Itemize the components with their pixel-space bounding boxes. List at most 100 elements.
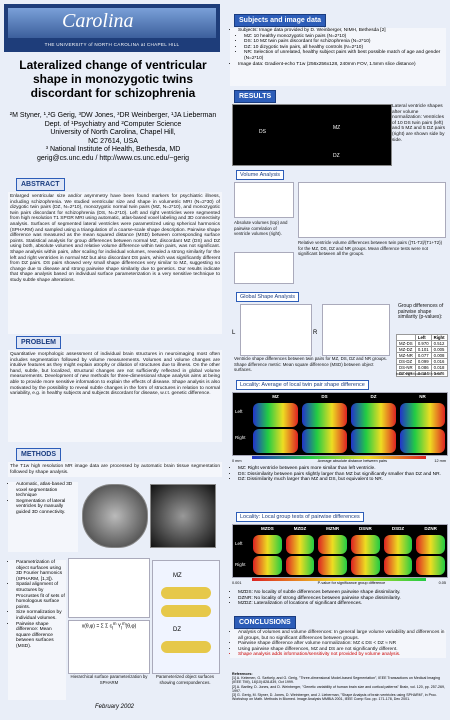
- row-label: Left: [235, 409, 243, 414]
- section-heading: CONCLUSIONS: [234, 616, 296, 629]
- bullet: NR: Selection of unrelated, healthy subj…: [244, 50, 446, 61]
- bullet: Image data: Gradient-echo T1w (256x256x1…: [238, 62, 446, 68]
- subsection-heading: Locality: Local group tests of pairwise …: [236, 512, 364, 522]
- shape-thumb: [253, 556, 282, 575]
- table-row: MZ-DZ 0.101 0.005: [396, 346, 448, 353]
- label: DZ: [333, 153, 340, 159]
- note: Absolute volumes (top) and pairwise corr…: [234, 220, 288, 237]
- scale-bar: [252, 456, 426, 459]
- note: Ventricle shape differences between twin…: [234, 356, 387, 373]
- shape-thumb: [253, 403, 298, 427]
- note: Relative ventricle volume differences be…: [298, 240, 443, 257]
- bullet: MZDS: No locality of subtle differences …: [238, 590, 446, 596]
- shape-thumb: [351, 429, 396, 453]
- shape-thumb: [383, 535, 413, 554]
- column-label: DS: [321, 394, 328, 399]
- date: February 2002: [95, 704, 135, 710]
- table-cell: MZ-DS: [396, 340, 416, 347]
- author-line: NC 27614, USA: [88, 137, 138, 145]
- label: R: [313, 330, 318, 336]
- p-value-table: Left Right MZ-DS 0.970 0.512 MZ-DZ 0.101 0.005 M…: [396, 334, 448, 377]
- column-label: DZ: [370, 394, 377, 399]
- label: MZ: [173, 573, 182, 579]
- msd-chart: [240, 304, 312, 356]
- bullet: DS: Dissimilarity between pairs slightly…: [238, 472, 446, 478]
- column-label: MZNR: [326, 526, 340, 531]
- subsection-heading: Locality: Average of local twin pair sha…: [236, 380, 369, 390]
- shape-thumb: [318, 535, 347, 554]
- table-row: DS-DZ 0.099 0.016: [396, 358, 448, 365]
- mri-image: [82, 484, 148, 548]
- mri-image: [150, 484, 216, 548]
- scale-label: 0.001: [232, 581, 242, 585]
- subsection-heading: Volume Analysis: [236, 170, 285, 180]
- bullet: Pairwise shape difference: Mean square d…: [16, 622, 66, 650]
- author-line: ²M Styner, ¹,²G Gerig, ³DW Jones, ³DR We…: [9, 112, 217, 119]
- color-scale: 0 mm Average absolute distance between pa…: [232, 456, 446, 464]
- correlation-table: [234, 252, 294, 284]
- caption: Hierarchical surface parameterization by…: [70, 674, 148, 685]
- column-label: DZNR: [424, 526, 437, 531]
- author-line: University of North Carolina, Chapel Hil…: [50, 129, 176, 137]
- references-heading: References:: [232, 672, 253, 676]
- shape-thumb: [351, 556, 380, 575]
- bullet-list: Automatic, atlas-based 3D voxel segmenta…: [8, 482, 78, 552]
- section-heading: Subjects and image data: [234, 14, 327, 27]
- bullet: Spatial alignment of structures by Procr…: [16, 582, 66, 610]
- banner: Carolina THE UNIVERSITY of NORTH CAROLIN…: [4, 4, 220, 52]
- table-header: Right: [430, 334, 448, 341]
- shape-thumb: [400, 403, 445, 427]
- bullet: MZ: 10 healthy monozygotic twin pairs (N…: [244, 34, 446, 40]
- bullet: DZ: Dissimilarity much larger than MZ an…: [238, 477, 446, 483]
- bullet: Pairwise shape difference after volume n…: [238, 641, 446, 647]
- table-cell: 0.077: [414, 352, 432, 359]
- difference-chart: [298, 182, 446, 238]
- bullet: Parametrization of object surfaces using…: [16, 560, 66, 582]
- label: DS: [259, 129, 266, 135]
- shape-thumb: [285, 556, 315, 575]
- table-cell: 0.101: [414, 346, 432, 353]
- table-row: DZ-NR 0.334 0.676: [396, 370, 448, 377]
- locality-figure: MZ DS DZ NR Left Right: [232, 392, 448, 456]
- abstract-text: Enlarged ventricular size and/or asymmet…: [8, 192, 222, 334]
- label: DZ: [173, 627, 181, 633]
- bullet: Segmentation of lateral ventricles by ma…: [16, 499, 78, 516]
- bullet: MZ: Right ventricle between pairs more s…: [238, 466, 446, 472]
- reference: [2] A. Bartley, D. Jones, and D. Weinber…: [232, 684, 445, 693]
- logo: Carolina: [62, 10, 134, 32]
- scale-bar: [252, 578, 426, 581]
- formula: x(θ,φ) = Σ Σ clm Ylm(θ,φ): [68, 620, 150, 674]
- shape-thumb: [318, 556, 347, 575]
- spharm-figure: [68, 558, 150, 618]
- bullet: MZDZ: Lateralization of locations of sig…: [238, 601, 446, 607]
- label: MZ: [333, 125, 341, 131]
- subsection-heading: Global Shape Analysis: [236, 292, 300, 302]
- bullet: Shape analysis adds information/sensitiv…: [238, 652, 446, 658]
- section-heading: METHODS: [16, 448, 61, 461]
- note: Lateral ventricle shapes after volume no…: [392, 104, 446, 143]
- table-row: MZ-DS 0.970 0.512: [396, 340, 448, 347]
- methods-text: The T1w high resolution MR image data ar…: [8, 462, 222, 478]
- problem-text: Quantitative morphologic assessment of i…: [8, 350, 222, 442]
- authors: ²M Styner, ¹,²G Gerig, ³DW Jones, ³DR We…: [8, 112, 218, 164]
- conclusions: Analysis of volumes and volume differenc…: [230, 630, 446, 658]
- bullet-list: Parametrization of object surfaces using…: [8, 560, 66, 700]
- bullet-list: MZDS: No locality of subtle differences …: [230, 590, 446, 607]
- msd-chart: [322, 304, 390, 356]
- locality-figure: MZDS MZDZ MZNR DSNR DSDZ DZNR Left Right: [232, 524, 448, 578]
- author-line: ³ National Institute of Health, Bethesda…: [45, 146, 181, 154]
- author-line: gerig@cs.unc.edu / http://www.cs.unc.edu…: [36, 154, 190, 162]
- shape-thumb: [302, 403, 347, 427]
- shape-thumb: [285, 535, 315, 554]
- row-label: Right: [235, 435, 246, 440]
- bullet-list: MZ: Right ventricle between pairs more s…: [230, 466, 446, 483]
- row-label: Left: [235, 541, 243, 546]
- table-row: MZ-NR 0.077 0.008: [396, 352, 448, 359]
- table-row: DS-NR 0.086 0.018: [396, 364, 448, 371]
- bullet: Analysis of volumes and volume differenc…: [238, 630, 446, 641]
- reference: [1] A. Kelemen, G. Székely, and G. Gerig…: [232, 676, 441, 685]
- bullet: Using pairwise shape differences, MZ and…: [238, 647, 446, 653]
- shape-thumb: [383, 556, 413, 575]
- shape-thumb: [400, 429, 445, 453]
